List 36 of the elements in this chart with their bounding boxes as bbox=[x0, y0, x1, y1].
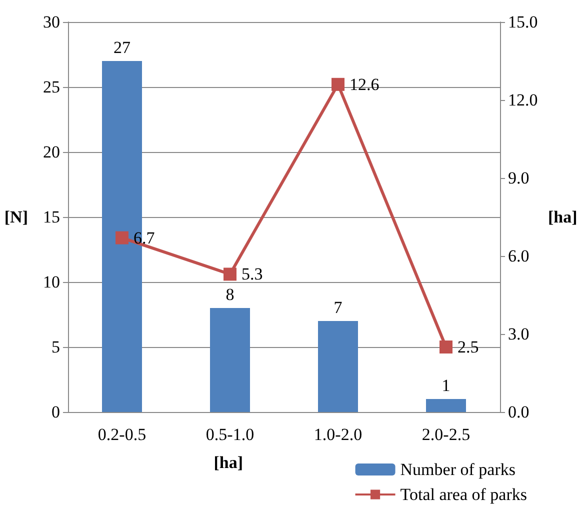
y2-tick-label: 9.0 bbox=[508, 168, 530, 188]
bar bbox=[318, 321, 358, 412]
y-axis-title: [N] bbox=[4, 208, 28, 226]
y2-axis-title: [ha] bbox=[548, 208, 578, 226]
point bbox=[332, 78, 344, 91]
y-tick-label: 5 bbox=[52, 338, 60, 356]
y-tick-label: 0 bbox=[52, 402, 60, 422]
point bbox=[440, 340, 452, 354]
y-tick-label: 20 bbox=[43, 142, 60, 162]
y2-tick-label: 0.0 bbox=[508, 402, 530, 422]
x-tick-label: 2.0-2.5 bbox=[422, 425, 470, 444]
point bbox=[116, 231, 128, 244]
data-label: 8 bbox=[226, 285, 234, 304]
y2-tick-label: 15.0 bbox=[508, 12, 538, 32]
bar bbox=[426, 399, 466, 412]
bar bbox=[210, 308, 250, 412]
x-tick-label: 0.2-0.5 bbox=[98, 425, 146, 444]
y-tick-label: 10 bbox=[43, 272, 60, 292]
y2-tick-label: 6.0 bbox=[508, 246, 530, 266]
y2-tick-label: 3.0 bbox=[508, 324, 530, 344]
data-label: 5.3 bbox=[242, 264, 263, 284]
data-label: 27 bbox=[114, 38, 131, 57]
legend-label: Number of parks bbox=[400, 460, 516, 479]
point bbox=[224, 268, 236, 281]
y2-tick-label: 12.0 bbox=[508, 90, 538, 110]
y-tick-label: 30 bbox=[43, 12, 60, 32]
x-tick-label: 1.0-2.0 bbox=[314, 425, 362, 444]
data-label: 1 bbox=[442, 376, 450, 395]
data-label: 7 bbox=[334, 298, 343, 317]
x-tick-label: 0.5-1.0 bbox=[206, 425, 254, 444]
legend-label: Total area of parks bbox=[400, 485, 528, 504]
x-axis-title: [ha] bbox=[214, 453, 243, 472]
y-tick-label: 25 bbox=[43, 78, 60, 96]
data-label: 2.5 bbox=[458, 338, 479, 356]
data-label: 12.6 bbox=[350, 74, 380, 94]
y-tick-label: 15 bbox=[43, 208, 60, 226]
